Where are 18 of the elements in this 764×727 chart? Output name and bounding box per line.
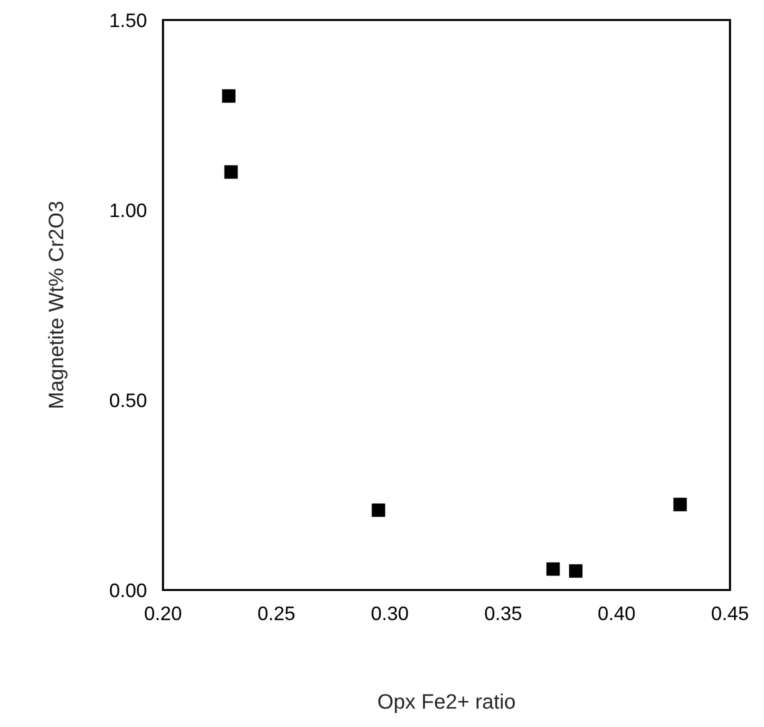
- x-tick-label: 0.30: [372, 606, 408, 620]
- y-tick-label: 0.00: [110, 583, 146, 598]
- x-axis-title: Opx Fe2+ ratio: [378, 694, 515, 713]
- point: [546, 562, 560, 576]
- x-tick-label: 0.45: [712, 606, 748, 620]
- x-tick-label: 0.35: [485, 606, 522, 620]
- point: [569, 564, 582, 578]
- y-axis-title: Magnetite Wt% Cr2O3: [48, 202, 68, 408]
- y-tick-label: 0.50: [110, 393, 146, 408]
- x-tick-label: 0.40: [598, 606, 635, 620]
- point: [224, 165, 238, 179]
- y-tick-label: 1.50: [110, 13, 146, 28]
- point: [372, 503, 386, 517]
- x-tick-label: 0.20: [144, 606, 182, 620]
- y-tick-label: 1.00: [110, 203, 146, 218]
- x-tick-label: 0.25: [258, 606, 295, 620]
- point: [673, 498, 687, 512]
- point: [222, 89, 236, 103]
